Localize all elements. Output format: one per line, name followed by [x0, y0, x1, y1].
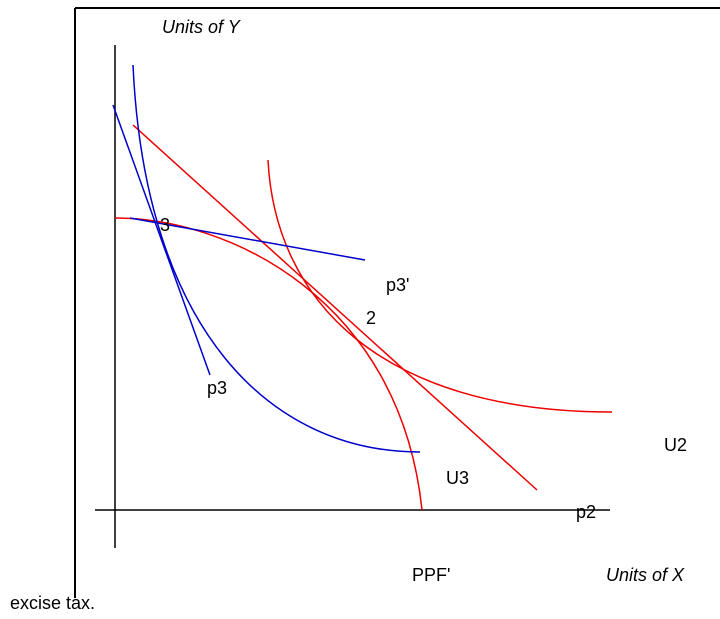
ppf-curve — [114, 217, 423, 511]
p3-prime-line — [129, 217, 366, 261]
u3-curve — [132, 64, 421, 453]
point-label: 2 — [366, 308, 376, 328]
line-label: p3 — [207, 378, 227, 398]
p3-line — [112, 104, 211, 376]
caption: excise tax. — [10, 593, 95, 613]
line-label: p2 — [576, 502, 596, 522]
curve-label: PPF' — [412, 565, 450, 585]
x-axis-label: Units of X — [606, 565, 685, 585]
u2-curve — [267, 159, 613, 413]
curve-label: U3 — [446, 468, 469, 488]
curve-label: U2 — [664, 435, 687, 455]
y-axis-label: Units of Y — [162, 17, 242, 37]
p2-line — [132, 124, 538, 491]
line-label: p3' — [386, 275, 409, 295]
point-label: 3 — [160, 215, 170, 235]
